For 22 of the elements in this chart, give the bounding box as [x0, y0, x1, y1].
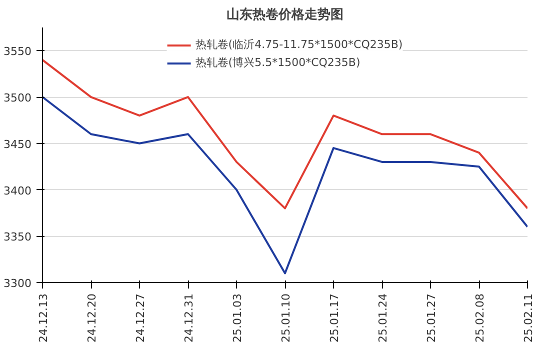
line-series: [42, 58, 528, 210]
x-tick-label: 25.01.27: [425, 294, 438, 342]
y-tick-label: 3400: [4, 184, 32, 198]
legend-label: 热轧卷(临沂4.75-11.75*1500*CQ235B): [195, 37, 403, 52]
y-tick-label: 3350: [4, 230, 32, 244]
x-tick-label: 25.01.03: [231, 294, 244, 342]
y-tick-label: 3550: [4, 45, 32, 58]
line-series: [42, 96, 528, 274]
x-tick-label: 24.12.13: [37, 294, 50, 342]
legend-label: 热轧卷(博兴5.5*1500*CQ235B): [195, 55, 360, 70]
x-tick-label: 25.02.11: [522, 294, 535, 342]
x-tick-label: 24.12.31: [182, 294, 196, 342]
chart-title: 山东热卷价格走势图: [226, 6, 344, 22]
y-tick-label: 3300: [4, 277, 32, 290]
x-tick-label: 25.01.10: [280, 294, 292, 342]
x-tick-label: 25.01.24: [376, 294, 390, 342]
y-tick-label: 3450: [4, 138, 32, 151]
x-tick-label: 24.12.20: [86, 294, 98, 342]
x-tick-label: 25.01.17: [328, 294, 341, 342]
y-tick-label: 3500: [4, 92, 32, 105]
x-tick-label: 24.12.27: [134, 294, 147, 342]
x-tick-label: 25.02.08: [474, 294, 486, 342]
